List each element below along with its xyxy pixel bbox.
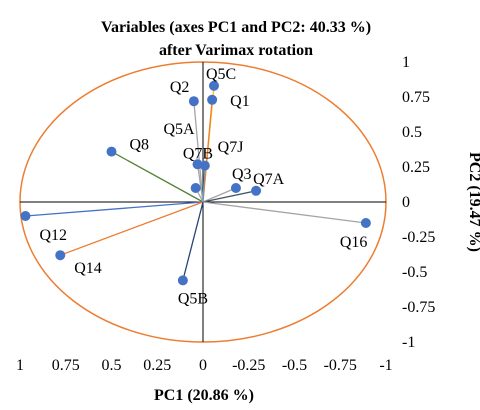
x-tick-label: 0.5	[102, 357, 122, 374]
point-q14	[55, 250, 66, 261]
point-q2	[188, 96, 199, 107]
x-tick-label: 0	[199, 357, 207, 374]
vector-q14	[60, 201, 204, 256]
vector-q2	[193, 101, 204, 203]
x-tick-label: 1	[16, 357, 24, 374]
point-markers	[20, 80, 371, 286]
vector-q5a	[196, 164, 204, 203]
point-label-q16: Q16	[340, 234, 368, 251]
point-q8	[106, 146, 117, 157]
point-label-q12: Q12	[39, 227, 67, 244]
point-label-q7a: Q7A	[253, 171, 285, 188]
y-tick-label: 0	[402, 194, 410, 211]
y-tick-label: -0.25	[402, 229, 435, 246]
point-q1	[207, 94, 218, 105]
y-tick-label: -0.5	[402, 264, 427, 281]
vector-q16	[202, 201, 366, 224]
point-label-q7b: Q7B	[183, 146, 213, 163]
x-axis-label: PC1 (20.86 %)	[154, 387, 254, 404]
chart-title-line-1: Variables (axes PC1 and PC2: 40.33 %)	[101, 19, 371, 36]
point-q12	[20, 211, 31, 221]
point-q5c	[208, 80, 219, 91]
y-tick-label: -0.75	[402, 299, 435, 316]
point-q16	[360, 218, 371, 228]
x-tick-label: -0.5	[282, 357, 307, 374]
point-label-q7j: Q7J	[218, 139, 244, 156]
point-q7j	[190, 183, 201, 193]
vector-q7b	[202, 165, 206, 203]
vector-q5b	[182, 201, 204, 281]
point-q5b	[177, 275, 188, 286]
vector-q12	[25, 201, 204, 217]
point-q3	[230, 183, 241, 193]
point-label-q1: Q1	[230, 93, 250, 110]
y-tick-label: 0.25	[402, 159, 430, 176]
plot-area: Q5C Q2 Q1 Q8 Q5A Q7B Q7J Q3 Q7A Q16 Q12 Q14 Q5B	[19, 61, 387, 343]
x-tick-label: -0.25	[232, 357, 265, 374]
point-labels: Q5C Q2 Q1 Q8 Q5A Q7B Q7J Q3 Q7A Q16 Q12 Q14 Q5B	[39, 66, 367, 308]
vector-lines	[25, 85, 366, 281]
point-q7a	[251, 185, 262, 196]
vector-q7a	[202, 190, 257, 203]
point-label-q2: Q2	[170, 79, 190, 96]
vector-q8	[111, 151, 204, 203]
point-label-q8: Q8	[130, 137, 150, 154]
x-tick-label: -0.75	[324, 357, 357, 374]
point-label-q5c: Q5C	[206, 66, 236, 83]
vector-q3	[202, 187, 237, 203]
point-label-q14: Q14	[74, 260, 102, 277]
y-axis-label: PC2 (19.47 %)	[466, 152, 480, 252]
x-tick-label: -1	[379, 357, 392, 374]
point-label-q5b: Q5B	[178, 290, 208, 307]
x-tick-labels: 1 0.75 0.5 0.25 0 -0.25 -0.5 -0.75 -1	[16, 357, 393, 374]
chart-title-line-2: after Varimax rotation	[159, 42, 313, 59]
x-tick-label: 0.25	[143, 357, 171, 374]
y-tick-label: -1	[402, 334, 415, 351]
point-label-q3: Q3	[232, 166, 252, 183]
y-tick-label: 1	[402, 54, 410, 71]
y-tick-labels: 1 0.75 0.5 0.25 0 -0.25 -0.5 -0.75 -1	[402, 54, 435, 351]
y-tick-label: 0.75	[402, 89, 430, 106]
x-tick-label: 0.75	[52, 357, 80, 374]
y-tick-label: 0.5	[402, 124, 422, 141]
point-label-q5a: Q5A	[164, 121, 196, 138]
vector-q1	[202, 99, 213, 203]
point-q7b	[199, 160, 210, 171]
